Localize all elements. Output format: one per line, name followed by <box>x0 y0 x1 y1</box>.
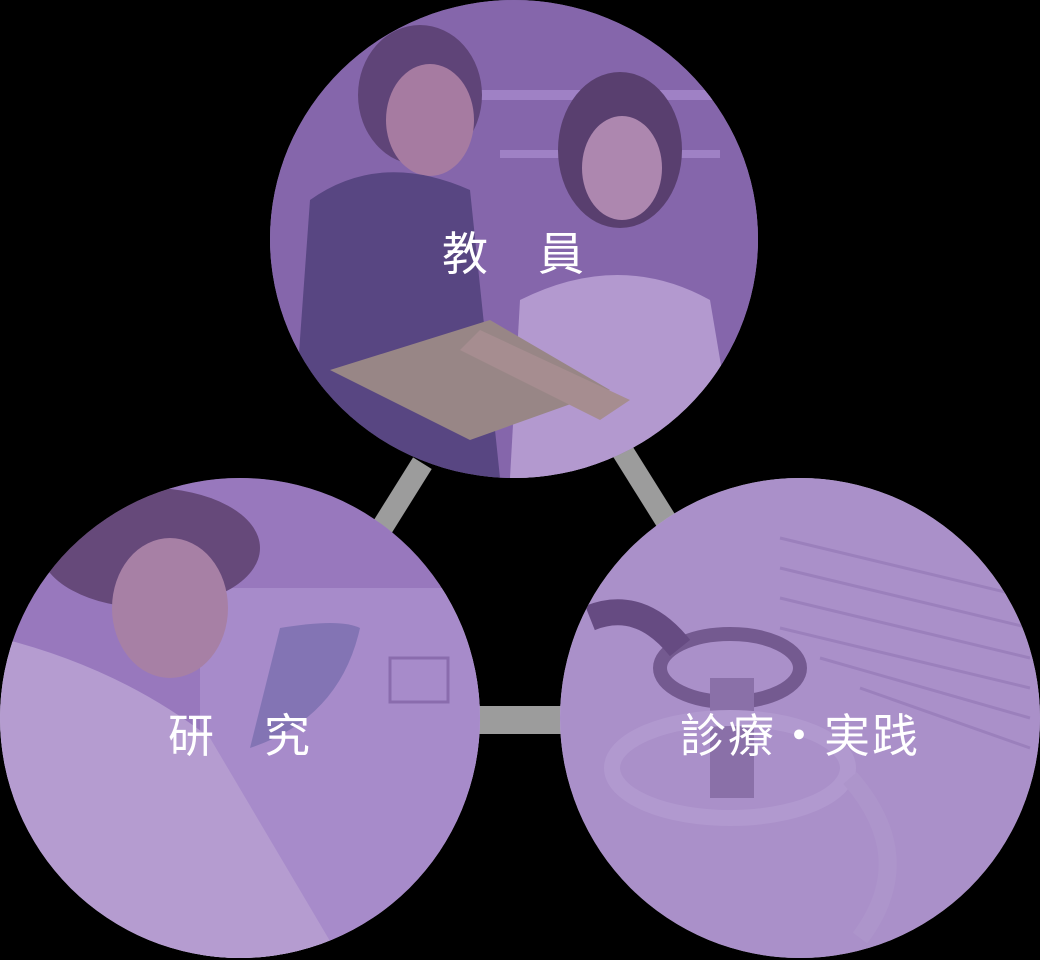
research-tint-overlay <box>0 478 480 958</box>
faculty-label: 教 員 <box>442 227 586 281</box>
practice-label: 診療・実践 <box>680 709 920 763</box>
practice-circle-link[interactable]: 診療・実践 <box>560 478 1040 958</box>
faculty-circle-link[interactable]: 教 員 <box>270 0 758 478</box>
faculty-tint-overlay <box>270 0 758 478</box>
practice-tint-overlay <box>560 478 1040 958</box>
research-label: 研 究 <box>168 709 312 763</box>
research-circle-link[interactable]: 研 究 <box>0 478 480 958</box>
